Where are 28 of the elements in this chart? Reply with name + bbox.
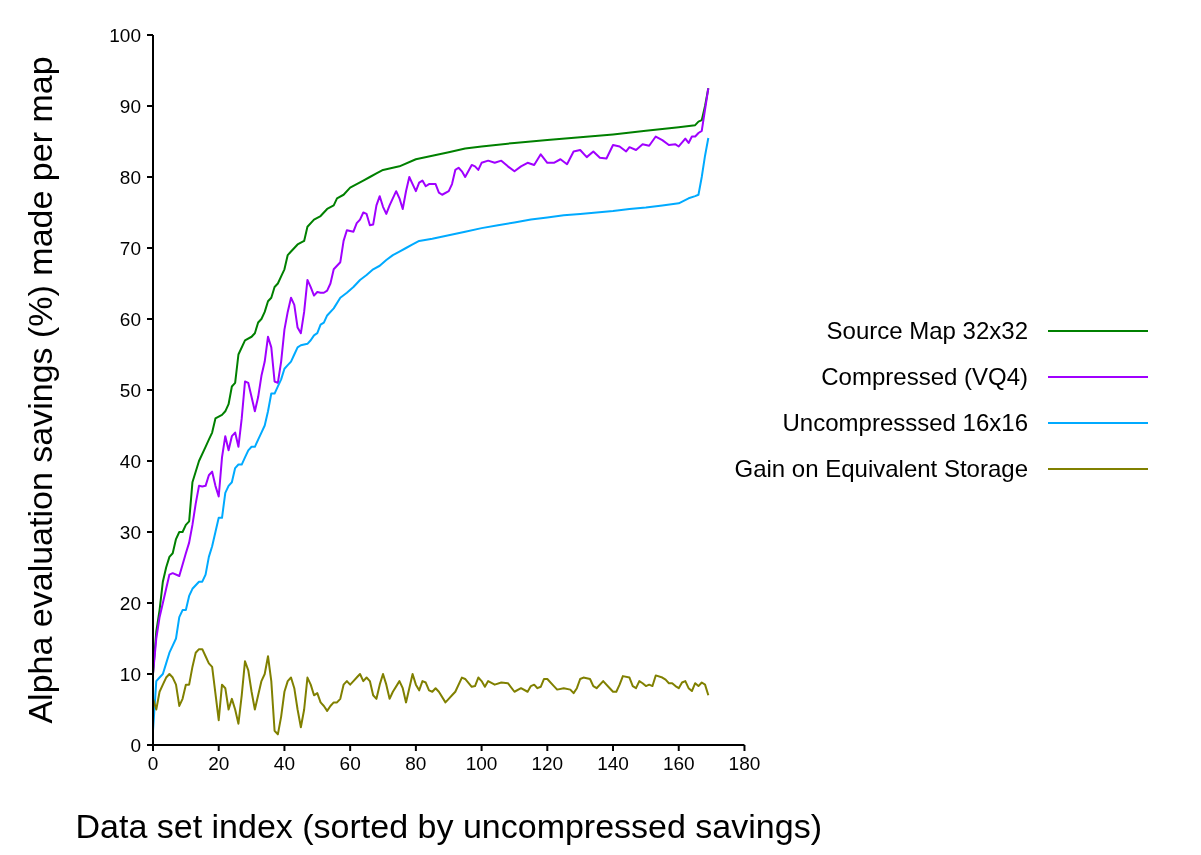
x-tick-label: 80 bbox=[405, 753, 427, 775]
legend-label: Uncompresssed 16x16 bbox=[782, 409, 1028, 437]
y-tick-label: 70 bbox=[119, 237, 141, 259]
y-tick-label: 30 bbox=[119, 521, 141, 543]
legend-label: Gain on Equivalent Storage bbox=[734, 455, 1028, 483]
y-tick-label: 60 bbox=[119, 308, 141, 330]
y-tick-label: 40 bbox=[119, 450, 141, 472]
y-tick-label: 80 bbox=[119, 166, 141, 188]
y-tick-label: 20 bbox=[119, 592, 141, 614]
y-tick-label: 50 bbox=[119, 379, 141, 401]
x-tick-label: 180 bbox=[728, 753, 761, 775]
legend-label: Source Map 32x32 bbox=[826, 317, 1028, 345]
x-tick-label: 140 bbox=[597, 753, 629, 775]
x-tick-label: 60 bbox=[339, 753, 361, 775]
y-tick-label: 0 bbox=[130, 734, 141, 756]
y-tick-label: 10 bbox=[119, 663, 141, 685]
x-tick-label: 100 bbox=[465, 753, 498, 775]
x-tick-label: 40 bbox=[273, 753, 296, 775]
x-axis-title: Data set index (sorted by uncompressed savings) bbox=[75, 807, 822, 845]
y-axis-title: Alpha evaluation savings (%) made per map bbox=[21, 56, 60, 724]
legend-label: Compressed (VQ4) bbox=[821, 363, 1028, 391]
line-series bbox=[153, 648, 710, 736]
x-tick-label: 0 bbox=[147, 753, 159, 775]
y-tick-label: 90 bbox=[119, 95, 141, 117]
x-tick-label: 160 bbox=[662, 753, 695, 775]
x-tick-label: 120 bbox=[531, 753, 564, 775]
x-tick-label: 20 bbox=[208, 753, 230, 775]
y-tick-label: 100 bbox=[109, 24, 141, 46]
